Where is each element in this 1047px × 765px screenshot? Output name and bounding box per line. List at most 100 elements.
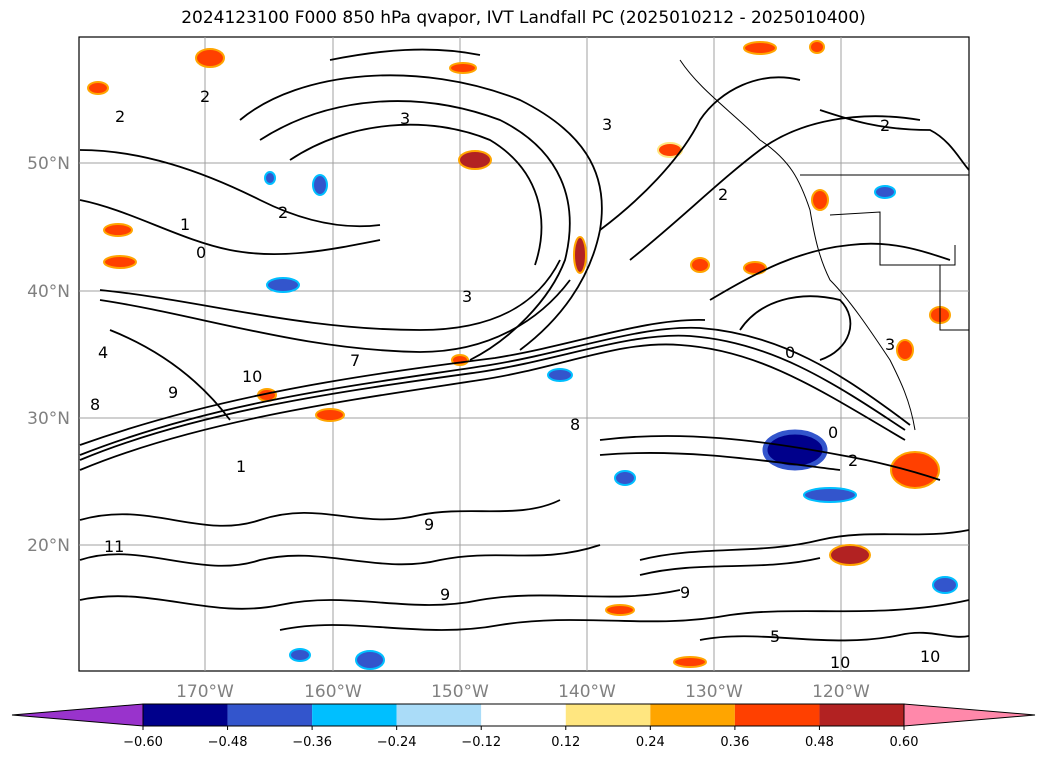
contour-label: 2 (278, 203, 288, 222)
anomaly-negative (289, 648, 311, 662)
anomaly-positive (743, 261, 767, 275)
lon-label: 130°W (685, 682, 743, 702)
contour-label: 8 (90, 395, 100, 414)
contour-line (289, 123, 543, 266)
colorbar-tick-label: −0.36 (292, 735, 332, 750)
contour-label: 3 (400, 109, 410, 128)
anomaly-negative (266, 277, 300, 293)
contour-label: 9 (168, 383, 178, 402)
anomaly-positive (890, 451, 940, 489)
contour-line (599, 76, 801, 231)
contour-labels: 2 2 2 3 3 3 2 2 1 0 3 4 9 10 9 8 1 7 8 0… (90, 87, 940, 672)
lat-label: 40°N (27, 282, 70, 302)
anomaly-positive (811, 189, 829, 211)
anomaly-negative (264, 171, 276, 185)
lat-labels: 50°N 40°N 30°N 20°N (27, 154, 70, 556)
contour-line (819, 109, 970, 171)
anomaly-positive (103, 255, 137, 269)
contour-label: 5 (770, 627, 780, 646)
anomaly-positive (809, 40, 825, 54)
contour-line (109, 329, 231, 421)
anomaly-positive (87, 81, 109, 95)
anomaly-negative (874, 185, 896, 199)
anomaly-negative (932, 576, 958, 594)
border-line (939, 265, 969, 331)
map-panel: 2 2 2 3 3 3 2 2 1 0 3 4 9 10 9 8 1 7 8 0… (27, 36, 970, 702)
contour-label: 3 (462, 287, 472, 306)
anomaly-negative (547, 368, 573, 382)
coastlines (679, 59, 969, 431)
lon-label: 150°W (431, 682, 489, 702)
contour-label: 0 (828, 423, 838, 442)
anomaly-negative (312, 174, 328, 196)
shaded-anomalies (87, 40, 958, 670)
colorbar-segment (565, 704, 651, 726)
colorbar-segment (734, 704, 820, 726)
colorbar-tick-label: 0.36 (720, 735, 749, 750)
contour-label: 8 (570, 415, 580, 434)
contour-label: 2 (880, 116, 890, 135)
anomaly-negative (762, 429, 828, 471)
gridlines (79, 37, 969, 671)
anomaly-positive (605, 604, 635, 616)
anomaly-positive (103, 223, 133, 237)
anomaly-positive (829, 544, 871, 566)
contour-label: 2 (115, 107, 125, 126)
lon-label: 160°W (304, 682, 362, 702)
anomaly-positive (449, 62, 477, 74)
contour-line (709, 242, 951, 301)
lon-label: 120°W (812, 682, 870, 702)
lat-label: 20°N (27, 536, 70, 556)
colorbar-tick-label: −0.48 (208, 735, 248, 750)
anomaly-positive (573, 236, 587, 274)
anomaly-positive (458, 150, 492, 170)
anomaly-positive (690, 257, 710, 273)
lat-label: 30°N (27, 409, 70, 429)
contour-line (279, 599, 970, 631)
colorbar-tick-label: −0.12 (461, 735, 501, 750)
lat-label: 50°N (27, 154, 70, 174)
contour-label: 1 (236, 457, 246, 476)
border-line (829, 211, 956, 266)
contour-line (329, 48, 481, 61)
contour-line (259, 100, 571, 361)
colorbar-tick-label: −0.24 (377, 735, 417, 750)
contour-line (599, 435, 941, 481)
colorbar-frame (142, 703, 905, 727)
lon-label: 140°W (558, 682, 616, 702)
colorbar-boxes (11, 703, 1036, 727)
contour-label: 11 (104, 537, 124, 556)
contour-label: 9 (680, 583, 690, 602)
contour-label: 1 (180, 215, 190, 234)
contour-label: 2 (848, 451, 858, 470)
anomaly-positive (315, 408, 345, 422)
contour-label: 10 (920, 647, 940, 666)
contour-lines (79, 48, 970, 642)
contour-label: 0 (196, 243, 206, 262)
anomaly-negative (614, 470, 636, 486)
contour-line (79, 149, 381, 228)
map-frame (78, 36, 970, 672)
colorbar-tick-label: 0.12 (551, 735, 580, 750)
colorbar-segment (227, 704, 313, 726)
colorbar-segment (312, 704, 397, 726)
chart-title: 2024123100 F000 850 hPa qvapor, IVT Land… (181, 8, 866, 28)
coastline (679, 59, 916, 431)
contour-line (599, 452, 841, 471)
contour-label: 2 (718, 185, 728, 204)
colorbar-segment (396, 704, 482, 726)
colorbar-extend-high (903, 703, 1036, 727)
contour-line (79, 343, 906, 471)
colorbar-segment (481, 704, 566, 726)
anomaly-negative (355, 650, 385, 670)
contour-label: 9 (424, 515, 434, 534)
colorbar-segment (650, 704, 735, 726)
contour-line (79, 499, 561, 527)
contour-line (699, 631, 970, 642)
contour-line (79, 544, 601, 567)
contour-line (99, 279, 571, 353)
anomaly-positive (673, 656, 707, 668)
colorbar-segment (143, 704, 228, 726)
contour-label: 10 (242, 367, 262, 386)
